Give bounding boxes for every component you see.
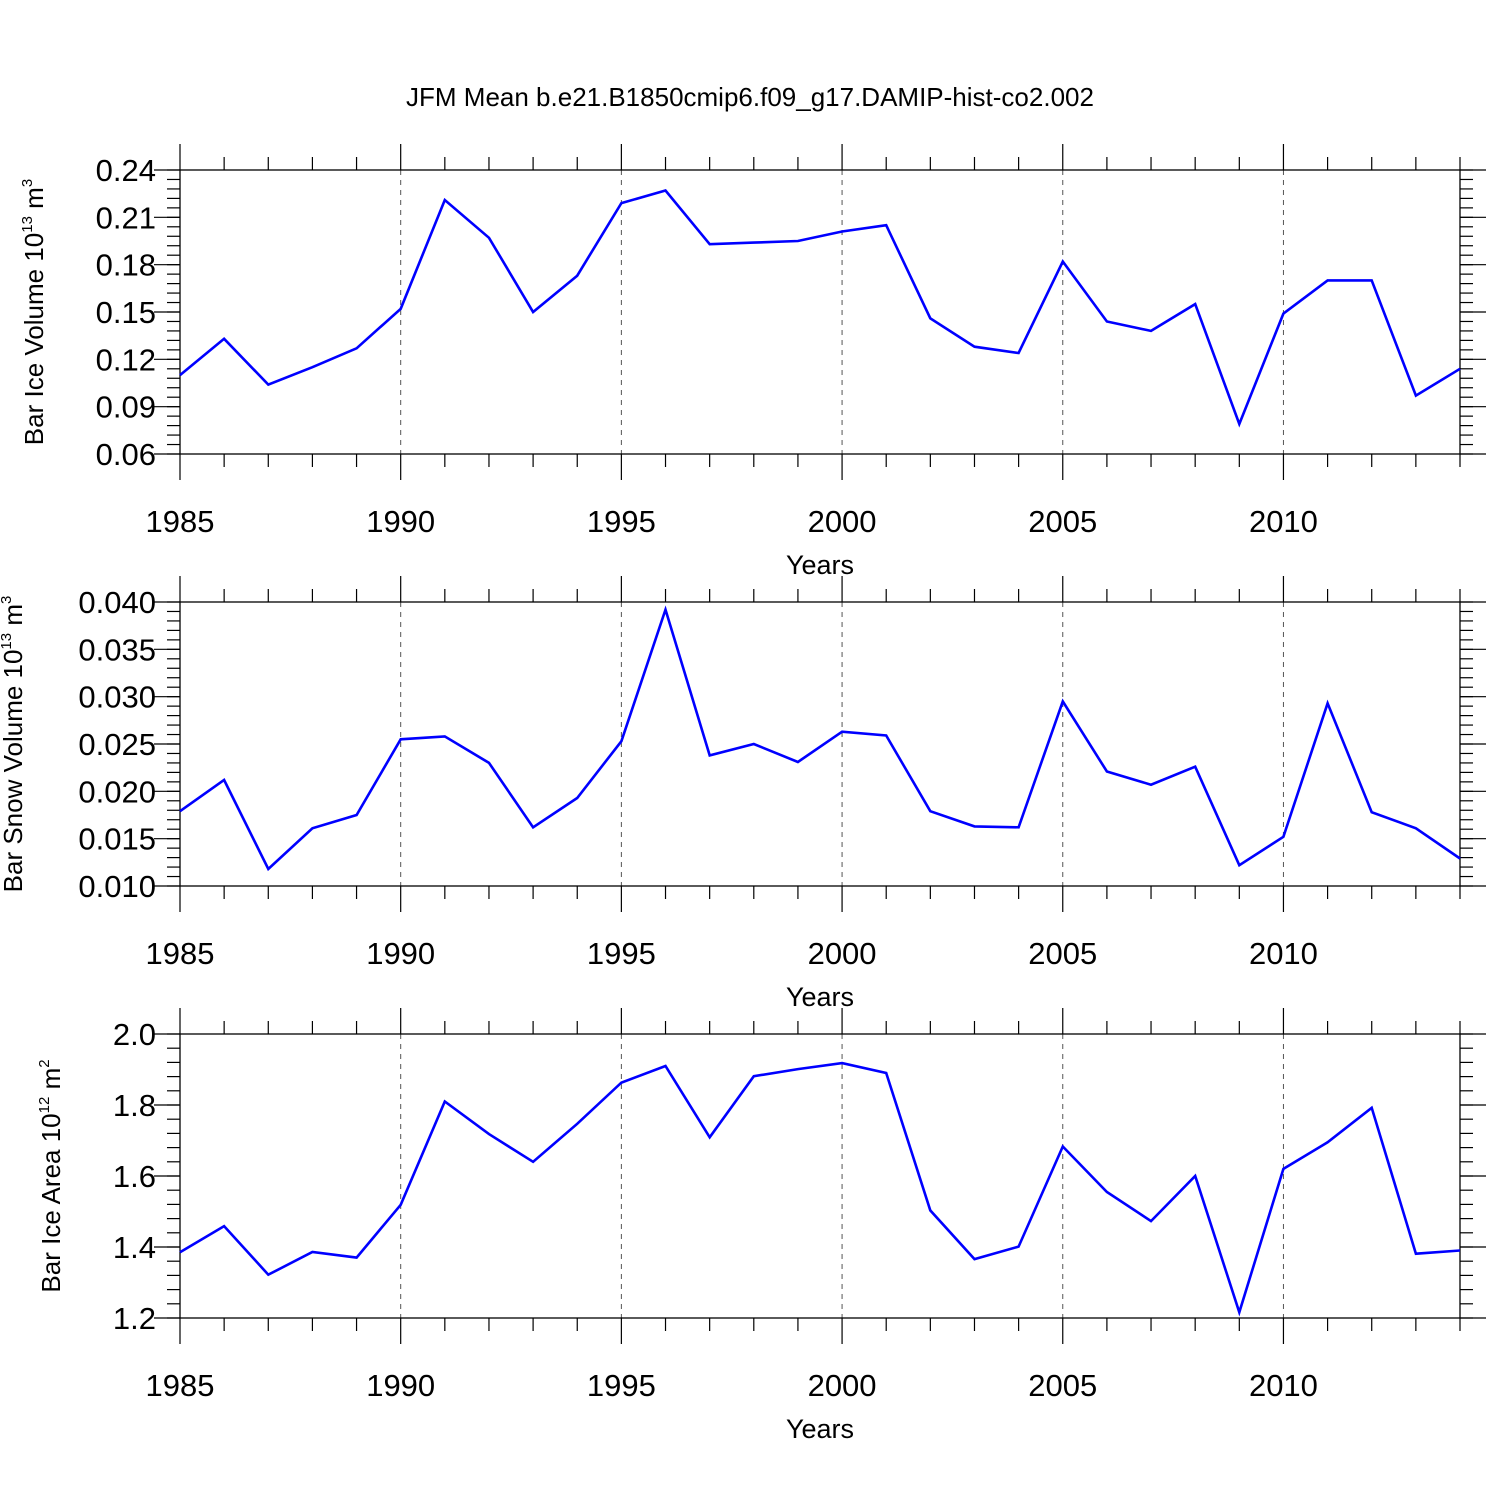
- x-axis-title: Years: [786, 550, 854, 580]
- y-tick-label: 0.030: [78, 680, 156, 715]
- x-tick-label: 1990: [366, 1368, 435, 1403]
- panel-3: 1985 1990 1995 2000 2005 2010 Years 1.2 1.4 1.6 1.…: [36, 1008, 1486, 1444]
- x-tick-label: 1995: [587, 936, 656, 971]
- y-tick-label: 0.18: [96, 248, 156, 283]
- x-tick-label: 1990: [366, 936, 435, 971]
- plot-frame: [179, 601, 1461, 887]
- y-tick-label: 1.6: [113, 1159, 156, 1194]
- series-line: [179, 1061, 1461, 1317]
- x-tick-label: 1995: [587, 1368, 656, 1403]
- y-axis-title: Bar Snow Volume 1013 m3: [0, 596, 28, 893]
- panel-1: 1985 1990 1995 2000 2005 2010 Years 0.06 0.09 0.1…: [19, 144, 1486, 580]
- y-tick-label: 2.0: [113, 1017, 156, 1052]
- y-tick-label: 0.06: [96, 437, 156, 472]
- plot-frame: [179, 1033, 1461, 1319]
- y-tick-label: 0.015: [78, 822, 156, 857]
- y-tick-label: 0.21: [96, 200, 156, 235]
- x-tick-label: 2000: [808, 504, 877, 539]
- x-tick-label: 2000: [808, 1368, 877, 1403]
- y-tick-label: 0.12: [96, 342, 156, 377]
- x-tick-label: 2005: [1028, 936, 1097, 971]
- x-axis-title: Years: [786, 1414, 854, 1444]
- x-tick-label: 1995: [587, 504, 656, 539]
- y-tick-label: 1.2: [113, 1301, 156, 1336]
- y-tick-label: 0.040: [78, 585, 156, 620]
- x-tick-label: 2010: [1249, 1368, 1318, 1403]
- x-tick-label: 2005: [1028, 504, 1097, 539]
- x-tick-label: 2010: [1249, 504, 1318, 539]
- y-tick-label: 0.09: [96, 390, 156, 425]
- y-tick-label: 0.24: [96, 153, 156, 188]
- x-tick-label: 1985: [146, 504, 215, 539]
- x-axis-title: Years: [786, 982, 854, 1012]
- y-tick-label: 0.15: [96, 295, 156, 330]
- x-tick-label: 1990: [366, 504, 435, 539]
- x-tick-label: 1985: [146, 936, 215, 971]
- series-line: [179, 189, 1461, 428]
- x-tick-label: 2010: [1249, 936, 1318, 971]
- x-tick-label: 2000: [808, 936, 877, 971]
- y-tick-label: 0.025: [78, 727, 156, 762]
- plot-frame: [179, 169, 1461, 455]
- y-tick-label: 0.010: [78, 869, 156, 904]
- x-tick-label: 2005: [1028, 1368, 1097, 1403]
- y-tick-label: 1.4: [113, 1230, 156, 1265]
- y-axis-title: Bar Ice Area 1012 m2: [36, 1059, 66, 1292]
- x-tick-label: 1985: [146, 1368, 215, 1403]
- y-tick-label: 0.020: [78, 774, 156, 809]
- series-line: [179, 605, 1461, 872]
- y-tick-label: 1.8: [113, 1088, 156, 1123]
- chart-title: JFM Mean b.e21.B1850cmip6.f09_g17.DAMIP-…: [406, 82, 1094, 112]
- panel-2: 1985 1990 1995 2000 2005 2010 Years 0.010 0.015 0…: [0, 576, 1486, 1012]
- y-axis-title: Bar Ice Volume 1013 m3: [19, 179, 49, 445]
- y-tick-label: 0.035: [78, 632, 156, 667]
